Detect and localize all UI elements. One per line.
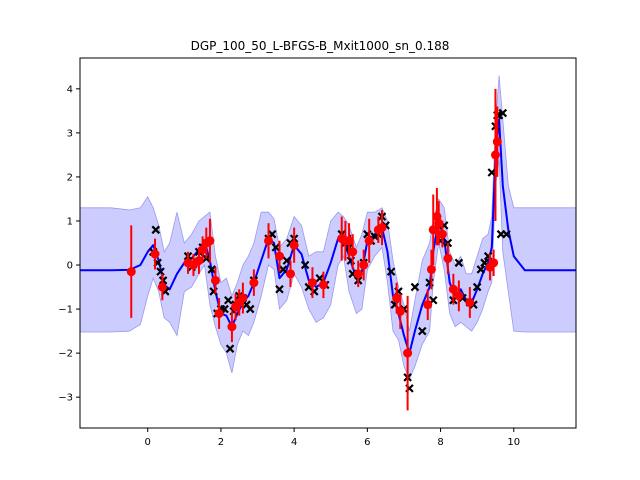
observed-point [472, 282, 482, 292]
uncertainty-band [80, 75, 576, 381]
predicted-point [227, 322, 237, 332]
predicted-point [437, 229, 447, 239]
observed-point [498, 108, 508, 118]
observed-point [300, 260, 310, 270]
x-tick-label: 8 [437, 437, 443, 448]
observed-point [151, 225, 161, 235]
observed-point [410, 282, 420, 292]
predicted-point [403, 348, 413, 358]
plot-area [80, 75, 576, 411]
x-tick-label: 6 [364, 437, 370, 448]
predicted-point [150, 249, 160, 259]
x-tick-label: 4 [291, 437, 297, 448]
y-tick-label: 0 [67, 261, 73, 272]
observed-point [245, 304, 255, 314]
predicted-point [489, 258, 499, 268]
predicted-point [214, 308, 224, 318]
observed-point [487, 168, 497, 177]
y-tick-label: 1 [67, 216, 73, 227]
observed-point [202, 254, 211, 263]
y-tick-label: 2 [67, 172, 73, 183]
observed-point [502, 229, 511, 239]
predicted-point [274, 251, 284, 261]
predicted-point [426, 264, 436, 274]
y-tick-label: −1 [58, 305, 73, 316]
predicted-point [353, 269, 363, 279]
x-tick-label: 2 [218, 437, 224, 448]
observed-point [417, 326, 427, 336]
predicted-point [465, 297, 475, 307]
y-axis: −3 −2 −1 0 1 2 3 4 [58, 84, 80, 404]
predicted-point [210, 275, 220, 285]
observed-point [271, 243, 281, 252]
predicted-point [289, 240, 299, 250]
predicted-point [448, 284, 458, 294]
predicted-point [443, 253, 453, 263]
predicted-point [454, 291, 464, 301]
x-axis: 0 2 4 6 8 10 [145, 428, 520, 448]
y-tick-label: −2 [58, 349, 73, 360]
predicted-point [392, 293, 402, 303]
predicted-point [285, 269, 295, 279]
observed-point [223, 295, 233, 305]
y-tick-label: 3 [67, 128, 73, 139]
predicted-point [194, 256, 204, 266]
x-tick-label: 10 [507, 437, 520, 448]
observed-point [282, 256, 292, 265]
observed-point [207, 265, 217, 274]
x-tick-label: 0 [145, 437, 151, 448]
predicted-point [307, 278, 317, 288]
predicted-point [492, 137, 502, 147]
predicted-point [377, 223, 387, 233]
predicted-points [126, 88, 502, 411]
observed-point [454, 258, 464, 268]
predicted-point [126, 267, 136, 277]
observed-point [278, 265, 288, 274]
predicted-point [434, 218, 444, 228]
observed-point [275, 284, 284, 294]
y-tick-label: 4 [67, 84, 73, 95]
axes-frame [79, 57, 577, 429]
predicted-point [344, 236, 354, 246]
predicted-point [423, 300, 433, 310]
observed-point [386, 267, 396, 276]
predicted-point [238, 293, 248, 303]
predicted-point [198, 245, 208, 255]
observed-point [225, 344, 235, 353]
predicted-point [157, 282, 167, 292]
y-tick-label: −3 [58, 393, 73, 404]
predicted-point [428, 225, 438, 235]
observed-point [476, 265, 486, 274]
predicted-point [205, 236, 215, 246]
predicted-point [395, 306, 405, 316]
predicted-point [490, 150, 500, 160]
predicted-point [318, 280, 328, 290]
chart-title: DGP_100_50_L-BFGS-B_Mxit1000_sn_0.188 [191, 39, 450, 53]
predicted-point [364, 236, 374, 246]
predicted-point [359, 260, 369, 270]
predicted-point [249, 278, 259, 288]
predicted-point [264, 236, 274, 246]
predicted-point [348, 247, 358, 257]
